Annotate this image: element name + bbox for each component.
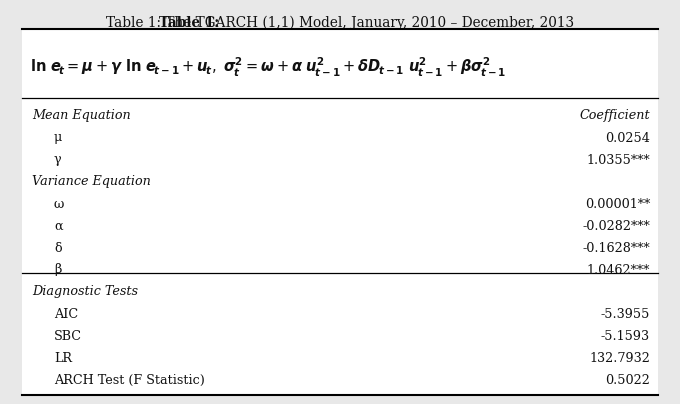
Text: Diagnostic Tests: Diagnostic Tests <box>32 286 138 299</box>
Text: β: β <box>54 263 61 276</box>
Text: 0.0254: 0.0254 <box>605 131 650 145</box>
Text: ARCH Test (F Statistic): ARCH Test (F Statistic) <box>54 374 205 387</box>
Text: 132.7932: 132.7932 <box>589 351 650 364</box>
Text: -0.1628***: -0.1628*** <box>582 242 650 255</box>
Text: δ: δ <box>54 242 62 255</box>
Text: -5.1593: -5.1593 <box>601 330 650 343</box>
Text: μ: μ <box>54 131 63 145</box>
Text: 0.00001**: 0.00001** <box>585 198 650 210</box>
Text: LR: LR <box>54 351 72 364</box>
Text: $\mathbf{ln}\ \boldsymbol{e}_{\!\boldsymbol{t}} = \boldsymbol{\mu} + \boldsymbol: $\mathbf{ln}\ \boldsymbol{e}_{\!\boldsym… <box>30 55 507 79</box>
Text: SBC: SBC <box>54 330 82 343</box>
Text: 1.0355***: 1.0355*** <box>586 154 650 166</box>
Text: -5.3955: -5.3955 <box>600 307 650 320</box>
Text: Coefficient: Coefficient <box>579 109 650 122</box>
Text: 0.5022: 0.5022 <box>605 374 650 387</box>
Text: -0.0282***: -0.0282*** <box>582 219 650 232</box>
Text: Variance Equation: Variance Equation <box>32 175 151 189</box>
Text: Table 1:: Table 1: <box>158 16 219 30</box>
Text: Table 1: The TGARCH (1,1) Model, January, 2010 – December, 2013: Table 1: The TGARCH (1,1) Model, January… <box>106 16 574 30</box>
Text: α: α <box>54 219 63 232</box>
Text: γ: γ <box>54 154 62 166</box>
Text: 1.0462***: 1.0462*** <box>587 263 650 276</box>
Text: AIC: AIC <box>54 307 78 320</box>
Text: ω: ω <box>54 198 65 210</box>
Text: Mean Equation: Mean Equation <box>32 109 131 122</box>
